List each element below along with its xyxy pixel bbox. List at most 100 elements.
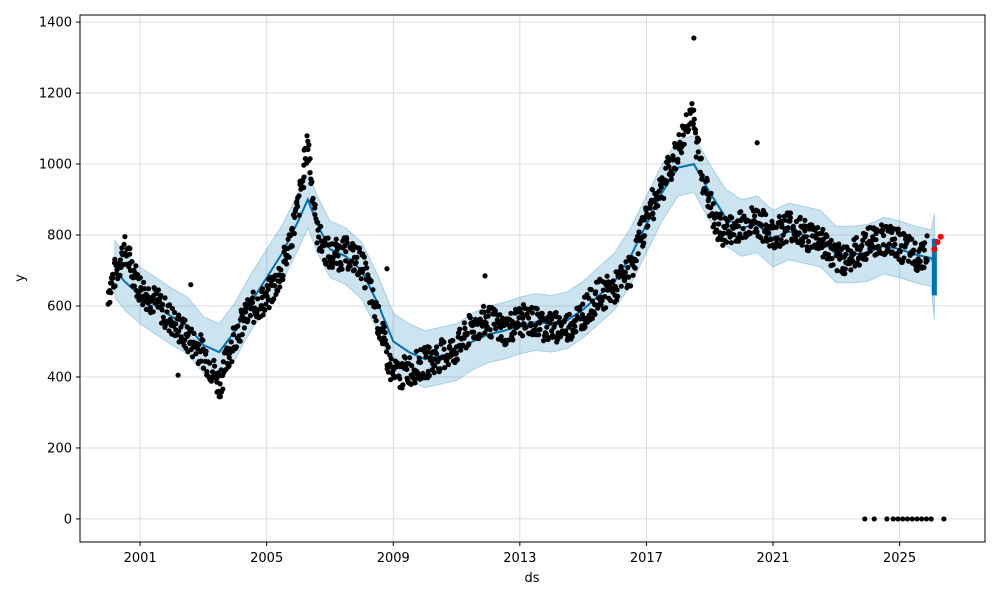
observed-point [465,342,472,348]
observed-point [873,237,879,243]
observed-point [909,236,915,242]
observed-point [902,232,908,238]
observed-point [178,324,184,330]
observed-point [503,341,509,347]
observed-point [879,222,885,228]
y-tick-label: 600 [47,300,72,315]
observed-point [541,338,547,344]
observed-point [238,309,245,315]
observed-point [754,229,760,235]
observed-point [131,283,137,289]
observed-point [407,355,413,361]
observed-point [623,259,629,265]
observed-point [588,287,594,293]
observed-point [457,326,463,332]
observed-point [641,240,647,246]
observed-point [362,285,368,291]
observed-point [353,260,359,266]
observed-point [716,221,722,227]
y-tick-label: 1400 [39,16,72,31]
observed-point [399,361,405,367]
observed-point [400,382,406,388]
observed-point [382,329,388,336]
observed-point [417,359,424,365]
observed-point [572,323,578,329]
observed-point [189,354,196,360]
observed-point [820,226,826,233]
observed-point [626,274,632,280]
observed-point [335,253,341,259]
observed-point [318,223,324,230]
observed-point [316,234,322,240]
observed-point [780,232,786,238]
observed-point [289,243,295,249]
observed-point [200,337,206,343]
observed-point [747,230,753,236]
plot-frame [79,14,986,543]
observed-point [690,121,696,127]
observed-point [859,242,865,248]
observed-point [618,283,624,289]
observed-point [752,213,758,219]
uncertainty-band-area [114,135,935,389]
observed-point [941,516,947,522]
observed-point [737,231,743,237]
observed-point [547,310,553,316]
observed-point [478,332,484,338]
highlight-point [937,233,944,240]
observed-point [184,324,190,330]
observed-point [621,278,628,284]
observed-point [286,254,292,260]
observed-point [477,316,483,322]
observed-point [843,251,849,257]
observed-point [259,286,266,292]
observed-point [280,276,286,283]
observed-point [602,294,608,300]
observed-point [432,363,438,369]
observed-point [383,349,390,355]
observed-point [312,212,318,218]
observed-point [283,261,290,267]
observed-point [250,289,256,295]
observed-point [529,310,536,316]
observed-point [292,214,298,220]
observed-point [856,262,863,268]
observed-point [876,246,882,252]
observed-point [343,249,349,255]
y-axis-label: y [13,274,28,282]
observed-point [834,268,840,274]
observed-point [830,262,836,268]
observed-point [237,338,243,344]
observed-point [704,191,710,197]
observed-point [251,319,257,325]
observed-point [696,137,702,143]
observed-point [580,301,586,307]
observed-point [779,222,785,228]
observed-point [441,339,447,345]
observed-point [147,305,153,311]
highlight-point [934,239,941,246]
observed-point [863,231,869,237]
observed-point [200,365,207,371]
observed-point [344,240,350,246]
x-tick-label: 2013 [503,551,536,566]
observed-point [272,283,278,289]
observed-point [712,221,718,227]
observed-point [539,310,545,317]
observed-point [769,218,775,224]
observed-point [520,333,526,339]
observed-point [402,355,408,361]
observed-point [176,328,182,334]
observed-point [263,301,269,307]
observed-point [301,184,307,191]
observed-point [196,342,202,348]
observed-point [825,251,832,258]
observed-point [556,315,563,321]
observed-point [188,282,194,288]
observed-point [372,314,378,320]
observed-point [112,283,118,289]
observed-point [754,140,760,146]
observed-point [615,293,621,299]
observed-point [901,255,907,261]
